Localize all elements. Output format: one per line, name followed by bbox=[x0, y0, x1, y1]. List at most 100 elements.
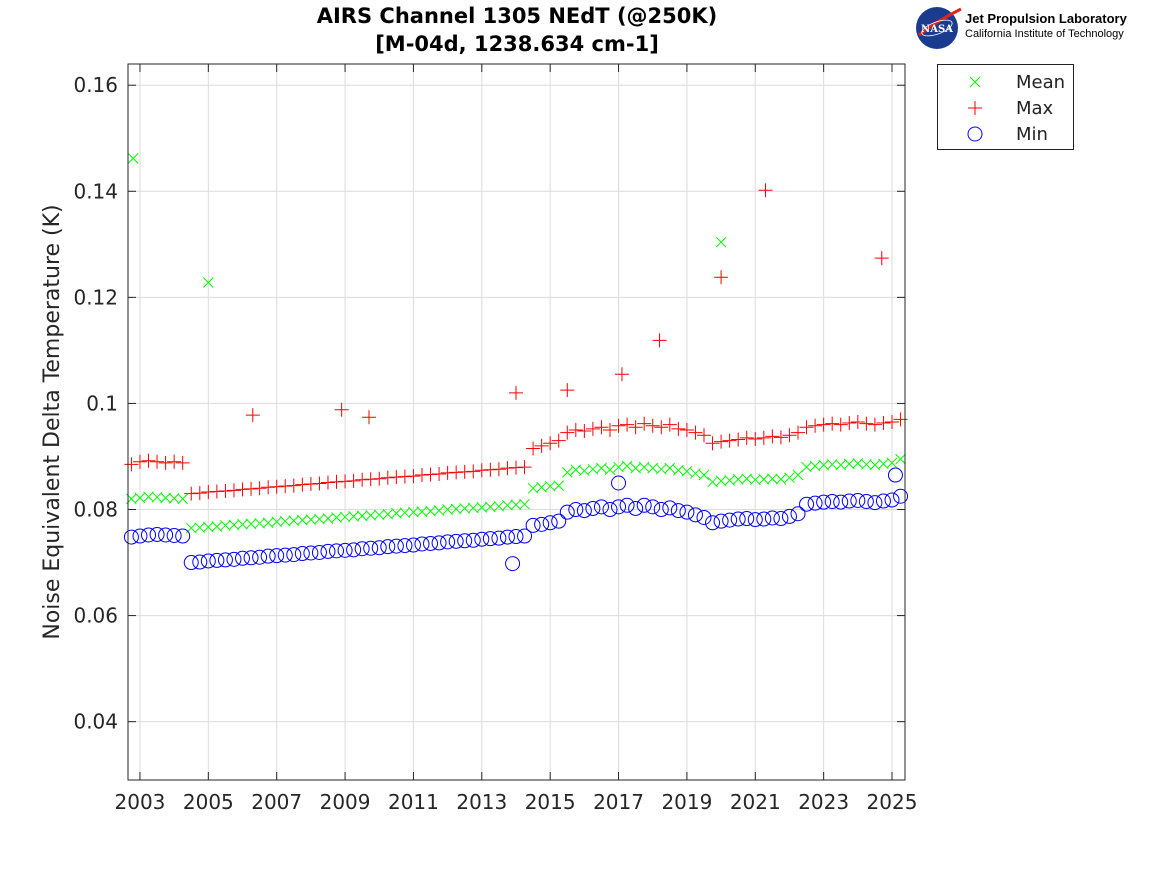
min-point bbox=[269, 548, 285, 564]
y-tick-label: 0.06 bbox=[73, 604, 118, 628]
max-point-outlier bbox=[614, 367, 629, 382]
max-point bbox=[261, 480, 276, 495]
y-axis-label: Noise Equivalent Delta Temperature (K) bbox=[40, 204, 65, 639]
mean-point bbox=[390, 507, 402, 519]
min-point bbox=[440, 534, 456, 550]
data-marks bbox=[123, 153, 909, 572]
min-point bbox=[277, 547, 293, 563]
max-point bbox=[842, 416, 857, 431]
mean-point bbox=[664, 462, 676, 474]
min-point bbox=[294, 546, 310, 562]
mean-point bbox=[579, 465, 590, 477]
max-point bbox=[731, 432, 746, 447]
min-point bbox=[611, 499, 627, 515]
min-point bbox=[457, 533, 473, 549]
min-point bbox=[653, 502, 669, 518]
mean-point bbox=[561, 467, 573, 478]
min-point bbox=[371, 540, 387, 556]
max-point bbox=[235, 482, 250, 497]
max-point bbox=[286, 478, 301, 493]
min-point-outlier bbox=[887, 467, 903, 483]
mean-point bbox=[476, 502, 488, 513]
mean-point-outlier bbox=[202, 277, 214, 288]
mean-point bbox=[638, 461, 650, 473]
max-point bbox=[543, 436, 558, 451]
max-point bbox=[791, 425, 806, 440]
max-point bbox=[295, 477, 310, 492]
max-point bbox=[141, 453, 156, 468]
min-point bbox=[286, 547, 302, 563]
legend-label: Mean bbox=[1016, 72, 1066, 93]
max-point-outlier bbox=[245, 408, 260, 423]
max-point bbox=[696, 428, 711, 443]
mean-point bbox=[724, 474, 735, 486]
min-point bbox=[670, 503, 686, 519]
max-point bbox=[269, 479, 284, 494]
min-point bbox=[388, 538, 404, 554]
min-point bbox=[739, 511, 755, 527]
min-point bbox=[217, 552, 233, 568]
min-point bbox=[320, 543, 336, 559]
max-point bbox=[432, 466, 447, 481]
max-point bbox=[244, 481, 259, 496]
mean-point bbox=[536, 481, 547, 493]
min-point bbox=[841, 493, 857, 509]
min-point bbox=[465, 532, 481, 548]
max-point bbox=[201, 485, 216, 500]
mean-point bbox=[861, 459, 872, 470]
x-tick-label: 2025 bbox=[867, 790, 918, 814]
mean-point bbox=[621, 460, 633, 472]
min-point bbox=[235, 550, 251, 566]
max-point bbox=[688, 425, 703, 440]
min-point bbox=[303, 545, 319, 561]
min-point bbox=[687, 507, 703, 523]
min-point bbox=[893, 488, 909, 504]
logo-line1: Jet Propulsion Laboratory bbox=[965, 11, 1127, 26]
x-tick-label: 2003 bbox=[115, 790, 166, 814]
min-point bbox=[662, 500, 678, 516]
min-point bbox=[132, 528, 148, 544]
mean-point bbox=[339, 511, 351, 523]
mean-point bbox=[878, 458, 889, 470]
max-point bbox=[508, 460, 523, 475]
max-point bbox=[620, 417, 635, 432]
min-point bbox=[380, 539, 396, 555]
legend: Mean Max Min bbox=[937, 64, 1074, 150]
mean-point bbox=[698, 469, 710, 481]
max-point-outlier bbox=[508, 385, 523, 400]
max-point bbox=[885, 415, 900, 429]
min-point bbox=[192, 554, 208, 570]
max-point bbox=[500, 461, 515, 476]
max-point bbox=[799, 420, 814, 435]
mean-point-outlier bbox=[127, 153, 139, 164]
max-point bbox=[714, 434, 729, 449]
max-point bbox=[184, 486, 199, 501]
mean-point bbox=[690, 468, 701, 479]
max-point bbox=[397, 469, 412, 484]
mean-point bbox=[177, 493, 189, 505]
x-tick-label: 2023 bbox=[798, 790, 849, 814]
max-point bbox=[782, 428, 797, 443]
mean-point bbox=[767, 473, 778, 485]
max-point-outlier bbox=[652, 333, 667, 348]
mean-point bbox=[835, 459, 847, 471]
mean-point bbox=[314, 513, 325, 525]
x-tick-label: 2019 bbox=[661, 790, 712, 814]
max-point bbox=[380, 470, 395, 485]
min-point bbox=[166, 527, 182, 543]
mean-point bbox=[151, 491, 163, 503]
grid bbox=[128, 64, 905, 780]
min-point bbox=[499, 529, 515, 545]
min-point bbox=[833, 494, 849, 510]
mean-point bbox=[408, 506, 419, 518]
max-point bbox=[551, 433, 566, 448]
min-point bbox=[448, 533, 464, 549]
max-point bbox=[466, 464, 481, 479]
logo-line2: California Institute of Technology bbox=[965, 28, 1124, 40]
mean-point bbox=[587, 463, 599, 475]
max-point bbox=[192, 486, 207, 501]
min-point bbox=[875, 493, 891, 509]
max-point bbox=[355, 472, 370, 487]
mean-point bbox=[399, 507, 411, 519]
min-point bbox=[884, 492, 900, 508]
